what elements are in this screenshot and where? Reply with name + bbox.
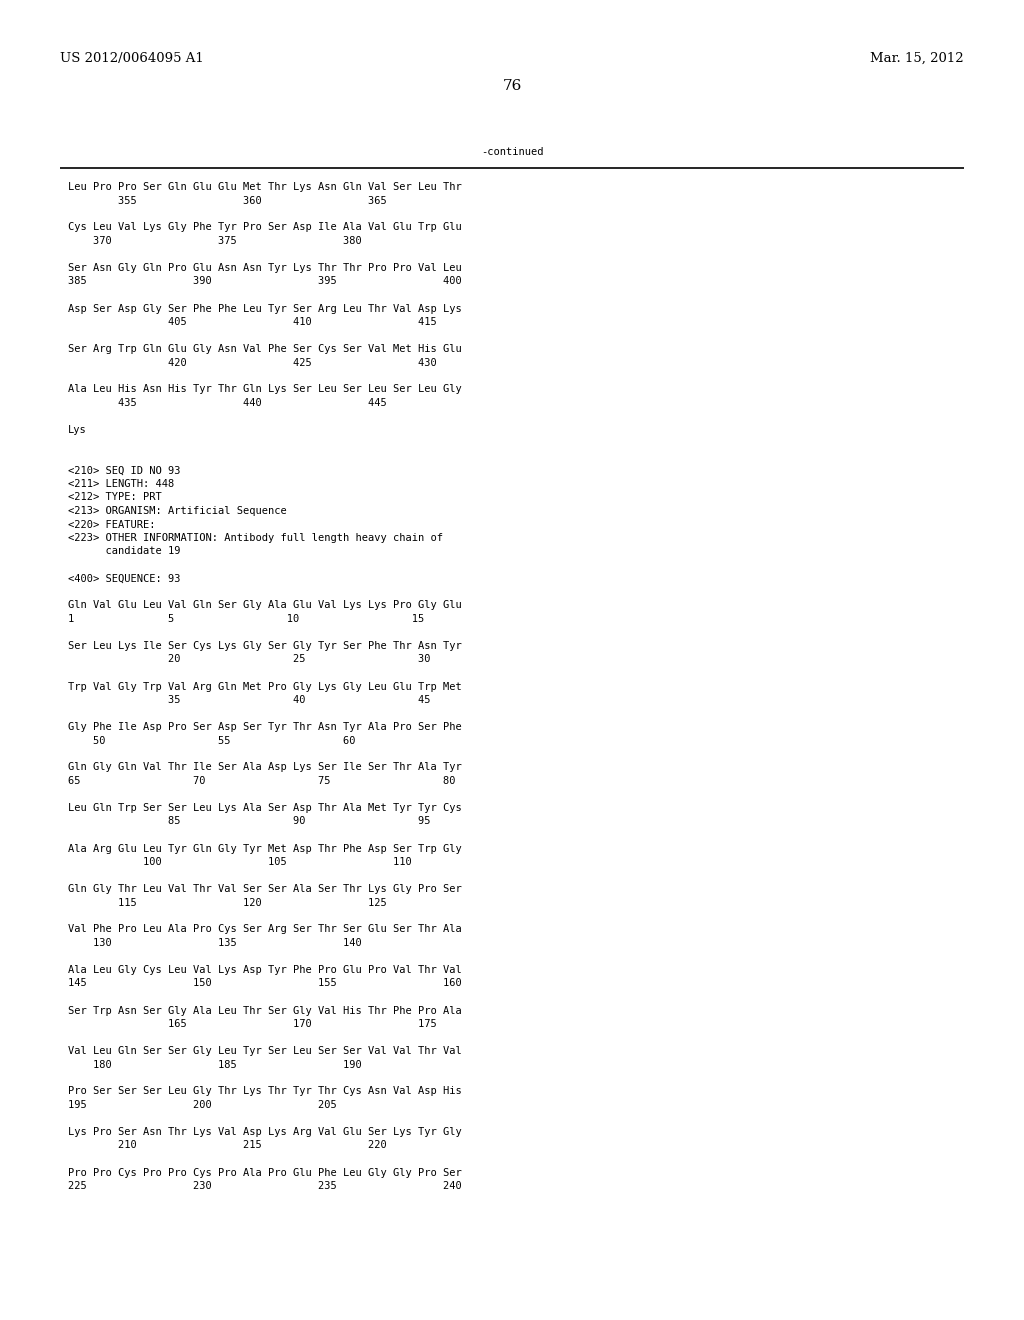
Text: 130                 135                 140: 130 135 140 (68, 939, 361, 948)
Text: -continued: -continued (480, 147, 544, 157)
Text: Lys Pro Ser Asn Thr Lys Val Asp Lys Arg Val Glu Ser Lys Tyr Gly: Lys Pro Ser Asn Thr Lys Val Asp Lys Arg … (68, 1127, 462, 1137)
Text: candidate 19: candidate 19 (68, 546, 180, 557)
Text: 210                 215                 220: 210 215 220 (68, 1140, 387, 1151)
Text: Ser Arg Trp Gln Glu Gly Asn Val Phe Ser Cys Ser Val Met His Glu: Ser Arg Trp Gln Glu Gly Asn Val Phe Ser … (68, 345, 462, 354)
Text: 85                  90                  95: 85 90 95 (68, 817, 430, 826)
Text: Ala Leu Gly Cys Leu Val Lys Asp Tyr Phe Pro Glu Pro Val Thr Val: Ala Leu Gly Cys Leu Val Lys Asp Tyr Phe … (68, 965, 462, 975)
Text: <213> ORGANISM: Artificial Sequence: <213> ORGANISM: Artificial Sequence (68, 506, 287, 516)
Text: 385                 390                 395                 400: 385 390 395 400 (68, 276, 462, 286)
Text: 195                 200                 205: 195 200 205 (68, 1100, 337, 1110)
Text: <210> SEQ ID NO 93: <210> SEQ ID NO 93 (68, 466, 180, 475)
Text: 20                  25                  30: 20 25 30 (68, 655, 430, 664)
Text: 115                 120                 125: 115 120 125 (68, 898, 387, 908)
Text: 1               5                  10                  15: 1 5 10 15 (68, 614, 424, 624)
Text: <400> SEQUENCE: 93: <400> SEQUENCE: 93 (68, 573, 180, 583)
Text: Ala Arg Glu Leu Tyr Gln Gly Tyr Met Asp Thr Phe Asp Ser Trp Gly: Ala Arg Glu Leu Tyr Gln Gly Tyr Met Asp … (68, 843, 462, 854)
Text: 50                  55                  60: 50 55 60 (68, 735, 355, 746)
Text: Cys Leu Val Lys Gly Phe Tyr Pro Ser Asp Ile Ala Val Glu Trp Glu: Cys Leu Val Lys Gly Phe Tyr Pro Ser Asp … (68, 223, 462, 232)
Text: Lys: Lys (68, 425, 87, 436)
Text: 65                  70                  75                  80: 65 70 75 80 (68, 776, 456, 785)
Text: Ala Leu His Asn His Tyr Thr Gln Lys Ser Leu Ser Leu Ser Leu Gly: Ala Leu His Asn His Tyr Thr Gln Lys Ser … (68, 384, 462, 395)
Text: 355                 360                 365: 355 360 365 (68, 195, 387, 206)
Text: US 2012/0064095 A1: US 2012/0064095 A1 (60, 51, 204, 65)
Text: Asp Ser Asp Gly Ser Phe Phe Leu Tyr Ser Arg Leu Thr Val Asp Lys: Asp Ser Asp Gly Ser Phe Phe Leu Tyr Ser … (68, 304, 462, 314)
Text: Leu Pro Pro Ser Gln Glu Glu Met Thr Lys Asn Gln Val Ser Leu Thr: Leu Pro Pro Ser Gln Glu Glu Met Thr Lys … (68, 182, 462, 191)
Text: 225                 230                 235                 240: 225 230 235 240 (68, 1181, 462, 1191)
Text: 370                 375                 380: 370 375 380 (68, 236, 361, 246)
Text: 76: 76 (503, 79, 521, 92)
Text: Pro Pro Cys Pro Pro Cys Pro Ala Pro Glu Phe Leu Gly Gly Pro Ser: Pro Pro Cys Pro Pro Cys Pro Ala Pro Glu … (68, 1167, 462, 1177)
Text: 100                 105                 110: 100 105 110 (68, 857, 412, 867)
Text: Gln Gly Gln Val Thr Ile Ser Ala Asp Lys Ser Ile Ser Thr Ala Tyr: Gln Gly Gln Val Thr Ile Ser Ala Asp Lys … (68, 763, 462, 772)
Text: Mar. 15, 2012: Mar. 15, 2012 (870, 51, 964, 65)
Text: Leu Gln Trp Ser Ser Leu Lys Ala Ser Asp Thr Ala Met Tyr Tyr Cys: Leu Gln Trp Ser Ser Leu Lys Ala Ser Asp … (68, 803, 462, 813)
Text: Trp Val Gly Trp Val Arg Gln Met Pro Gly Lys Gly Leu Glu Trp Met: Trp Val Gly Trp Val Arg Gln Met Pro Gly … (68, 681, 462, 692)
Text: Val Phe Pro Leu Ala Pro Cys Ser Arg Ser Thr Ser Glu Ser Thr Ala: Val Phe Pro Leu Ala Pro Cys Ser Arg Ser … (68, 924, 462, 935)
Text: <220> FEATURE:: <220> FEATURE: (68, 520, 156, 529)
Text: 420                 425                 430: 420 425 430 (68, 358, 437, 367)
Text: <212> TYPE: PRT: <212> TYPE: PRT (68, 492, 162, 503)
Text: Ser Leu Lys Ile Ser Cys Lys Gly Ser Gly Tyr Ser Phe Thr Asn Tyr: Ser Leu Lys Ile Ser Cys Lys Gly Ser Gly … (68, 642, 462, 651)
Text: 180                 185                 190: 180 185 190 (68, 1060, 361, 1069)
Text: 35                  40                  45: 35 40 45 (68, 696, 430, 705)
Text: 165                 170                 175: 165 170 175 (68, 1019, 437, 1030)
Text: <211> LENGTH: 448: <211> LENGTH: 448 (68, 479, 174, 488)
Text: Val Leu Gln Ser Ser Gly Leu Tyr Ser Leu Ser Ser Val Val Thr Val: Val Leu Gln Ser Ser Gly Leu Tyr Ser Leu … (68, 1045, 462, 1056)
Text: Gln Gly Thr Leu Val Thr Val Ser Ser Ala Ser Thr Lys Gly Pro Ser: Gln Gly Thr Leu Val Thr Val Ser Ser Ala … (68, 884, 462, 894)
Text: 435                 440                 445: 435 440 445 (68, 399, 387, 408)
Text: Ser Trp Asn Ser Gly Ala Leu Thr Ser Gly Val His Thr Phe Pro Ala: Ser Trp Asn Ser Gly Ala Leu Thr Ser Gly … (68, 1006, 462, 1015)
Text: Ser Asn Gly Gln Pro Glu Asn Asn Tyr Lys Thr Thr Pro Pro Val Leu: Ser Asn Gly Gln Pro Glu Asn Asn Tyr Lys … (68, 263, 462, 273)
Text: <223> OTHER INFORMATION: Antibody full length heavy chain of: <223> OTHER INFORMATION: Antibody full l… (68, 533, 443, 543)
Text: 145                 150                 155                 160: 145 150 155 160 (68, 978, 462, 989)
Text: Gly Phe Ile Asp Pro Ser Asp Ser Tyr Thr Asn Tyr Ala Pro Ser Phe: Gly Phe Ile Asp Pro Ser Asp Ser Tyr Thr … (68, 722, 462, 733)
Text: Gln Val Glu Leu Val Gln Ser Gly Ala Glu Val Lys Lys Pro Gly Glu: Gln Val Glu Leu Val Gln Ser Gly Ala Glu … (68, 601, 462, 610)
Text: Pro Ser Ser Ser Leu Gly Thr Lys Thr Tyr Thr Cys Asn Val Asp His: Pro Ser Ser Ser Leu Gly Thr Lys Thr Tyr … (68, 1086, 462, 1097)
Text: 405                 410                 415: 405 410 415 (68, 317, 437, 327)
